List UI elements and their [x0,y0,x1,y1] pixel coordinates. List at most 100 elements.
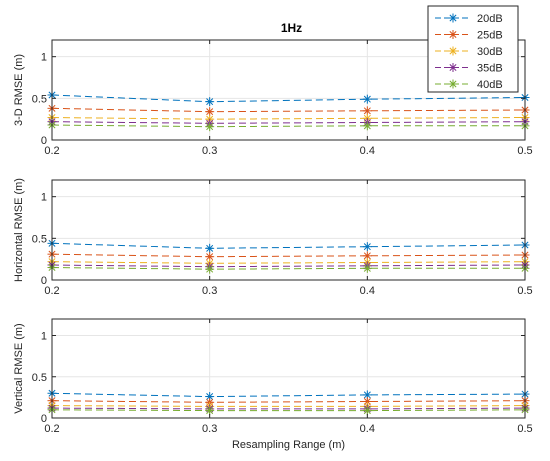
marker-stroke [449,14,457,22]
marker-stroke [206,244,214,252]
marker-stroke [363,407,371,415]
x-tick-label: 0.5 [517,285,532,297]
y-tick-label: 0.5 [32,93,47,105]
x-tick-label: 0.3 [202,423,217,435]
y-tick-label: 1 [41,331,47,343]
data-point [205,264,215,274]
legend-label: 30dB [477,46,503,58]
data-point [362,406,372,416]
axes-box [51,179,526,281]
panel-2: 0.2 0.3 0.4 0.5 0 0.5 1 Horizontal RMSE (m) [13,178,533,297]
y-axis-label: Vertical RMSE (m) [13,323,25,413]
series-line-35dB [51,407,526,410]
chart-title: 1Hz [281,21,302,35]
marker-stroke [206,393,214,401]
marker-stroke [449,47,457,55]
legend-marker [448,46,458,56]
y-tick-label: 0 [41,135,47,147]
series-line-40dB [51,267,525,270]
y-tick-label: 0.5 [32,233,47,245]
series-line-20dB [51,242,526,249]
legend: 20dB 25dB 30dB 35dB 40dB [427,5,519,93]
x-tick-label: 0.4 [360,285,375,297]
series-line-30dB [51,117,526,120]
series-line-30dB [51,261,526,264]
legend-marker [448,30,458,39]
series-line-20dB [51,392,526,398]
data-point [362,263,372,273]
marker-stroke [363,243,371,251]
x-tick-label: 0.2 [44,423,59,435]
x-tick-label: 0.3 [202,285,217,297]
x-tick-label: 0.4 [360,145,375,157]
y-axis-label: Horizontal RMSE (m) [13,178,25,282]
x-tick-label: 0.2 [44,145,59,157]
data-point [205,406,215,416]
series-line-40dB [51,409,526,412]
axes-box [51,318,526,419]
legend-item-30dB: 30dB [435,46,503,58]
x-tick-label: 0.3 [202,145,217,157]
legend-item-40dB: 40dB [435,79,503,91]
x-axis-label: Resampling Range (m) [232,439,345,451]
legend-label: 25dB [477,30,503,42]
marker-stroke [206,265,214,273]
series-line-25dB [51,253,526,258]
y-axis-label: 3-D RMSE (m) [13,54,25,126]
data-point [362,397,372,406]
data-point [362,94,372,104]
data-point [205,243,215,253]
legend-marker [448,79,458,89]
y-tick-label: 0 [41,413,47,425]
x-tick-label: 0.4 [360,423,375,435]
series-20dB [47,388,530,402]
marker-stroke [206,123,214,131]
plot-area [52,319,525,418]
legend-item-25dB: 25dB [435,30,503,42]
data-point [205,122,215,132]
legend-label: 20dB [477,13,503,25]
x-tick-label: 0.5 [517,145,532,157]
marker-stroke [363,122,371,130]
marker-stroke [206,108,214,116]
marker-stroke [449,30,457,39]
marker-stroke [206,98,214,106]
legend-marker [448,13,458,23]
data-point [362,242,372,252]
series-line-20dB [51,94,526,103]
legend-label: 40dB [477,79,503,91]
marker-stroke [363,264,371,272]
panel-3: 0.2 0.3 0.4 0.5 0 0.5 1 Vertical RMSE (m) Resamp… [13,318,533,451]
series-line-30dB [51,405,526,407]
legend-item-20dB: 20dB [435,13,503,25]
axes-box [51,39,526,141]
series-line-35dB [51,121,526,124]
legend-marker [448,63,458,72]
series-line-35dB [51,264,526,268]
x-tick-label: 0.5 [517,423,532,435]
legend-label: 35dB [477,63,503,75]
marker-stroke [206,253,214,261]
legend-box [427,5,519,93]
marker-stroke [363,397,371,406]
data-point [205,392,215,402]
marker-stroke [363,252,371,260]
marker-stroke [449,63,457,72]
y-tick-label: 0.5 [32,372,47,384]
marker-stroke [449,80,457,88]
legend-item-35dB: 35dB [435,63,503,75]
series-line-40dB [51,124,525,128]
y-tick-label: 1 [41,52,47,64]
data-point [362,121,372,131]
y-tick-label: 0 [41,275,47,287]
series-line-25dB [51,107,526,113]
y-tick-label: 1 [41,192,47,204]
series-line-25dB [51,400,526,403]
data-point [205,97,215,107]
marker-stroke [206,407,214,415]
marker-stroke [363,107,371,115]
marker-stroke [363,391,371,399]
x-tick-label: 0.2 [44,285,59,297]
marker-stroke [363,95,371,103]
